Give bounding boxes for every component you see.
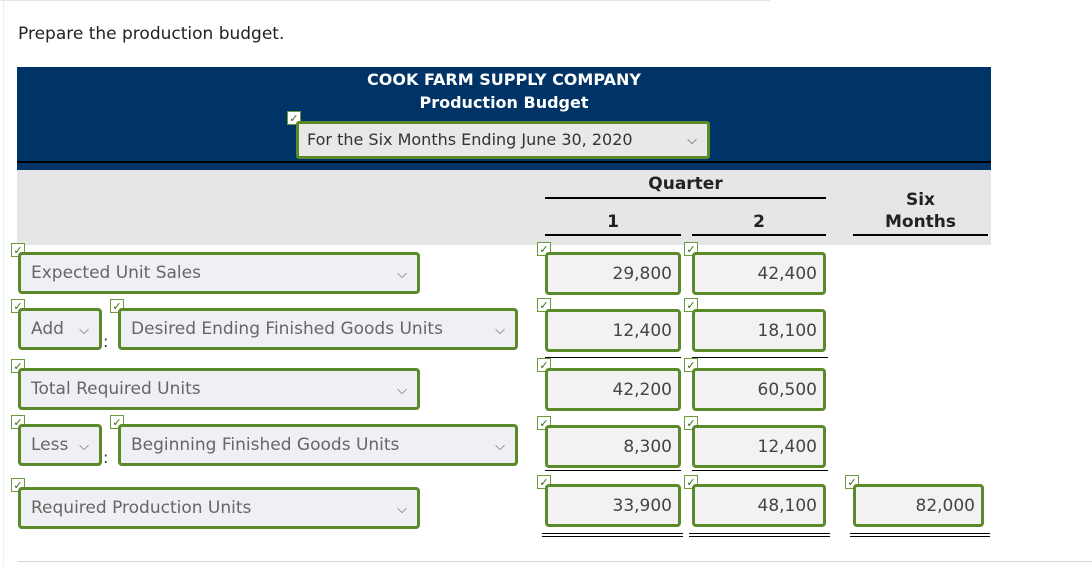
subtotal-rule-q2 — [692, 470, 828, 471]
add-operator-select[interactable]: Add ⌵ — [18, 308, 102, 350]
quarter-2-header: 2 — [753, 212, 765, 232]
bottom-divider — [18, 561, 1092, 562]
less-operator-label: Less — [31, 435, 69, 455]
double-rule-six-bottom — [850, 536, 990, 537]
left-divider — [3, 0, 4, 566]
beginning-q2-input[interactable]: 12,400 — [692, 425, 826, 468]
six-months-header-line2: Months — [884, 212, 957, 232]
quarter-1-header: 1 — [607, 212, 619, 232]
total-required-q2-input[interactable]: 60,500 — [692, 368, 826, 411]
subtotal-rule-q1 — [545, 470, 681, 471]
less-operator-select[interactable]: Less ⌵ — [18, 424, 102, 466]
company-name: COOK FARM SUPPLY COMPANY — [367, 70, 641, 89]
double-rule-q1-bottom — [542, 536, 683, 537]
budget-title: Production Budget — [419, 93, 589, 112]
expected-sales-select[interactable]: Expected Unit Sales ⌵ — [18, 252, 420, 294]
period-select[interactable]: For the Six Months Ending June 30, 2020 … — [296, 121, 710, 159]
double-rule-q1-top — [542, 533, 683, 534]
required-production-six-months-input[interactable]: 82,000 — [853, 484, 984, 527]
desired-ending-q1-input[interactable]: 12,400 — [545, 309, 681, 352]
subtotal-rule-q1 — [545, 357, 681, 358]
top-divider — [0, 0, 770, 1]
required-production-q2-input[interactable]: 48,100 — [692, 484, 826, 527]
desired-ending-label: Desired Ending Finished Goods Units — [131, 319, 443, 339]
beginning-finished-select[interactable]: Beginning Finished Goods Units ⌵ — [118, 424, 518, 466]
desired-ending-q2-input[interactable]: 18,100 — [692, 309, 826, 352]
header-rule — [17, 161, 991, 163]
double-rule-six-top — [850, 533, 990, 534]
beginning-q1-input[interactable]: 8,300 — [545, 425, 681, 468]
expected-sales-q1-input[interactable]: 29,800 — [545, 252, 681, 295]
expected-sales-q2-input[interactable]: 42,400 — [692, 252, 826, 295]
instruction-text: Prepare the production budget. — [18, 24, 285, 44]
period-select-value: For the Six Months Ending June 30, 2020 — [307, 130, 633, 149]
chevron-down-icon: ⌵ — [687, 133, 697, 148]
total-required-q1-input[interactable]: 42,200 — [545, 368, 681, 411]
chevron-down-icon: ⌵ — [495, 323, 505, 338]
q1-check-icon: ✓ — [537, 298, 551, 312]
quarter-header: Quarter — [648, 174, 723, 194]
column-header-band — [17, 170, 991, 245]
quarter-rule — [545, 197, 826, 199]
q2-check-icon: ✓ — [684, 298, 698, 312]
six-months-header-line1: Six — [905, 190, 936, 210]
chevron-down-icon: ⌵ — [397, 267, 407, 282]
chevron-down-icon: ⌵ — [397, 383, 407, 398]
six-months-header: Six Months — [853, 189, 988, 233]
total-required-select[interactable]: Total Required Units ⌵ — [18, 368, 420, 410]
required-production-label: Required Production Units — [31, 498, 252, 518]
required-production-select[interactable]: Required Production Units ⌵ — [18, 487, 420, 529]
chevron-down-icon: ⌵ — [79, 439, 89, 454]
quarter-2-rule — [692, 234, 826, 236]
subtotal-rule-q2 — [692, 357, 828, 358]
double-rule-q2-top — [689, 533, 830, 534]
required-production-q1-input[interactable]: 33,900 — [545, 484, 681, 527]
add-operator-label: Add — [31, 319, 64, 339]
beginning-finished-label: Beginning Finished Goods Units — [131, 435, 400, 455]
chevron-down-icon: ⌵ — [495, 439, 505, 454]
total-required-label: Total Required Units — [31, 379, 201, 399]
chevron-down-icon: ⌵ — [79, 323, 89, 338]
expected-sales-label: Expected Unit Sales — [31, 263, 201, 283]
quarter-1-rule — [545, 234, 681, 236]
desired-ending-select[interactable]: Desired Ending Finished Goods Units ⌵ — [118, 308, 518, 350]
six-months-rule — [853, 234, 988, 236]
colon-separator: : — [103, 448, 109, 467]
double-rule-q2-bottom — [689, 536, 830, 537]
colon-separator: : — [103, 332, 109, 351]
chevron-down-icon: ⌵ — [397, 502, 407, 517]
